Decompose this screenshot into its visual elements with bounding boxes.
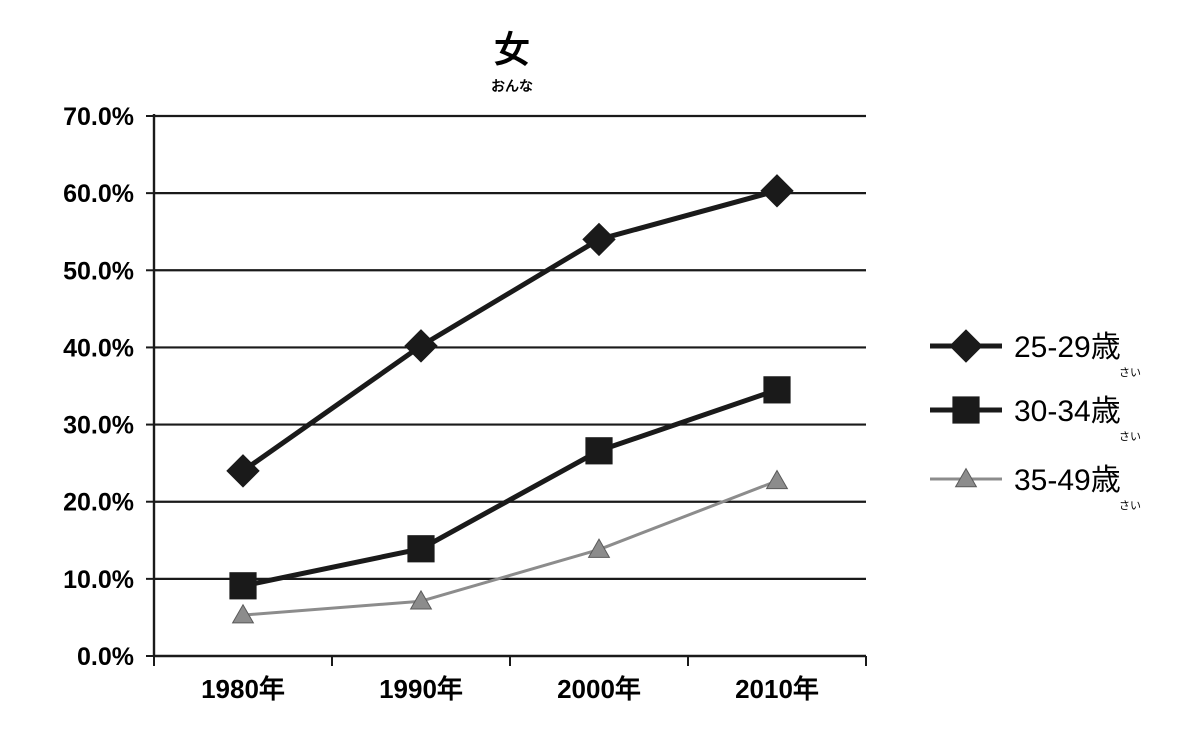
legend-label: 25-29歳 (1014, 331, 1121, 364)
series-1 (226, 174, 794, 488)
data-point (582, 222, 616, 257)
data-point (226, 454, 260, 488)
x-tick-label: 2000年 (557, 674, 641, 704)
x-tick-label: 2010年 (735, 674, 819, 704)
legend-label-ruby: さい (1119, 499, 1141, 512)
series-2 (229, 376, 791, 600)
data-point (763, 376, 791, 404)
y-tick-label: 20.0% (63, 489, 134, 517)
legend-label-ruby: さい (1119, 430, 1141, 443)
data-point (229, 572, 257, 600)
series-3 (231, 469, 789, 624)
legend-marker (954, 467, 978, 488)
x-tick-labels: 1980年 1990年 2000年 2010年 (201, 674, 819, 704)
data-point (765, 469, 789, 490)
y-tick-label: 60.0% (63, 180, 134, 208)
y-tick-label: 30.0% (63, 412, 134, 440)
chart-title: 女 (494, 30, 530, 71)
series-line (242, 387, 778, 589)
data-point (231, 603, 255, 624)
data-point (760, 174, 794, 208)
x-tick-label: 1980年 (201, 674, 285, 704)
y-tick-labels: 0.0% 10.0% 20.0% 30.0% 40.0% 50.0% 60.0% 70.0% (63, 103, 134, 671)
y-tick-label: 10.0% (63, 566, 134, 594)
legend-marker (952, 396, 980, 424)
chart-title-group: 女 おんな (491, 30, 533, 95)
legend-label: 30-34歳 (1014, 395, 1121, 428)
legend-marker (949, 329, 983, 363)
legend-label: 35-49歳 (1014, 464, 1121, 497)
data-point (587, 538, 611, 558)
data-point (409, 589, 433, 610)
y-tick-label: 50.0% (63, 257, 134, 285)
legend-label-ruby: さい (1119, 366, 1141, 379)
series-group (226, 174, 794, 624)
y-tick-label: 70.0% (63, 103, 134, 131)
data-point (585, 437, 613, 465)
grid-lines (154, 114, 866, 580)
x-tick-label: 1990年 (379, 674, 463, 704)
series-line (242, 479, 778, 617)
series-line (241, 188, 778, 473)
y-tick-label: 0.0% (77, 643, 134, 671)
axes (146, 114, 867, 666)
y-tick-label: 40.0% (63, 334, 134, 362)
chart-title-ruby: おんな (491, 79, 533, 95)
data-point (404, 329, 438, 363)
data-point (407, 535, 435, 563)
